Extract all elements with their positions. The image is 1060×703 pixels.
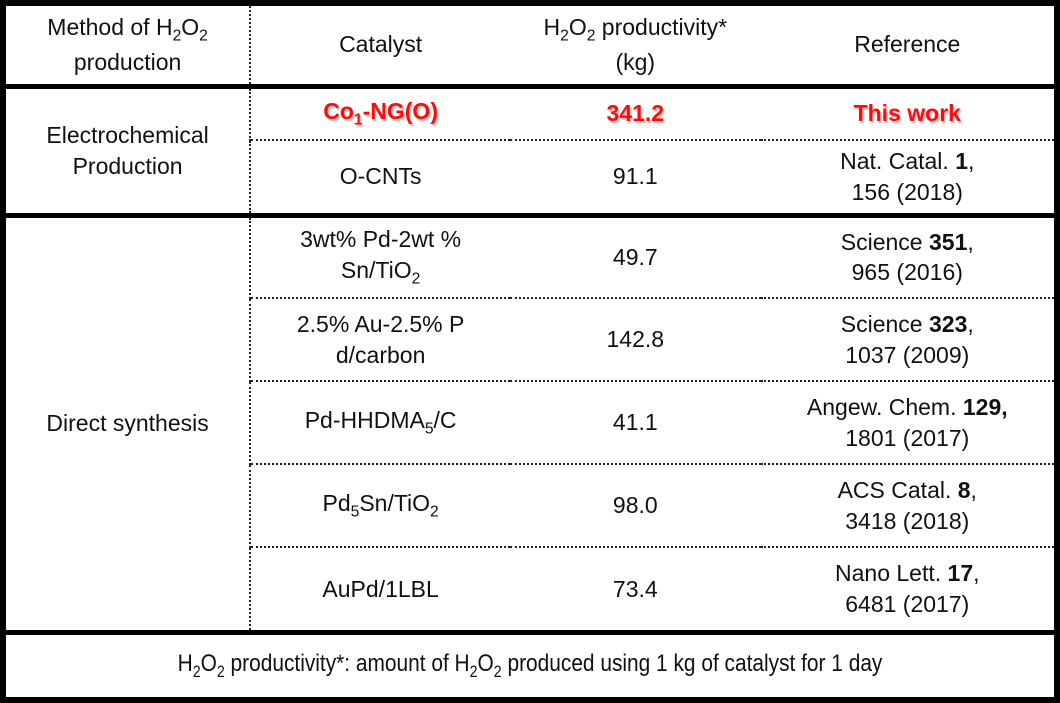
table-row: Pd5Sn/TiO2 98.0 ACS Catal. 8, 3418 (2018) [6, 463, 1054, 547]
footnote-text: H2O2 productivity*: amount of H2O2 produ… [177, 650, 883, 681]
reference-cell: Nat. Catal. 1, 156 (2018) [760, 139, 1054, 215]
value-cell: 49.7 [510, 212, 761, 298]
value-cell: 73.4 [510, 546, 761, 630]
catalyst-cell: 3wt% Pd-2wt % Sn/TiO2 [249, 212, 511, 298]
table-row: Direct synthesis 3wt% Pd-2wt % Sn/TiO2 49… [6, 212, 1054, 630]
catalyst-cell: Pd5Sn/TiO2 [249, 463, 511, 547]
col-header-method: Method of H2O2 production [6, 6, 251, 89]
catalyst-cell: Co1-NG(O) [249, 83, 511, 140]
footnote: H2O2 productivity*: amount of H2O2 produ… [6, 630, 1054, 697]
col-header-reference: Reference [760, 6, 1054, 89]
catalyst-cell: Pd-HHDMA5/C [249, 380, 511, 464]
col-header-productivity: H2O2 productivity* (kg) [510, 6, 761, 89]
header-row: Method of H2O2 production Catalyst H2O2 p… [6, 6, 1054, 89]
value-cell: 341.2 [510, 83, 761, 140]
reference-cell: Science 351, 965 (2016) [760, 212, 1054, 298]
reference-cell: This work [760, 83, 1054, 140]
value-cell: 41.1 [510, 380, 761, 464]
catalyst-cell: O-CNTs [249, 139, 511, 215]
reference-cell: Nano Lett. 17, 6481 (2017) [760, 546, 1054, 630]
table-row: AuPd/1LBL 73.4 Nano Lett. 17, 6481 (2017) [6, 546, 1054, 630]
table-row: O-CNTs 91.1 Nat. Catal. 1, 156 (2018) [6, 139, 1054, 215]
value-cell: 91.1 [510, 139, 761, 215]
catalyst-cell: AuPd/1LBL [249, 546, 511, 630]
reference-cell: Science 323, 1037 (2009) [760, 297, 1054, 381]
reference-cell: Angew. Chem. 129, 1801 (2017) [760, 380, 1054, 464]
col-header-catalyst: Catalyst [249, 6, 511, 89]
method-cell-electrochemical: Electrochemical Production [6, 83, 251, 215]
method-cell-direct-synthesis: Direct synthesis [6, 212, 251, 630]
productivity-table: Method of H2O2 production Catalyst H2O2 p… [6, 6, 1054, 630]
value-cell: 142.8 [510, 297, 761, 381]
table-row: Pd-HHDMA5/C 41.1 Angew. Chem. 129, 1801 (… [6, 380, 1054, 464]
table-row-this-work: Electrochemical Production Co1-NG(O) 341.… [6, 83, 1054, 215]
reference-cell: ACS Catal. 8, 3418 (2018) [760, 463, 1054, 547]
value-cell: 98.0 [510, 463, 761, 547]
